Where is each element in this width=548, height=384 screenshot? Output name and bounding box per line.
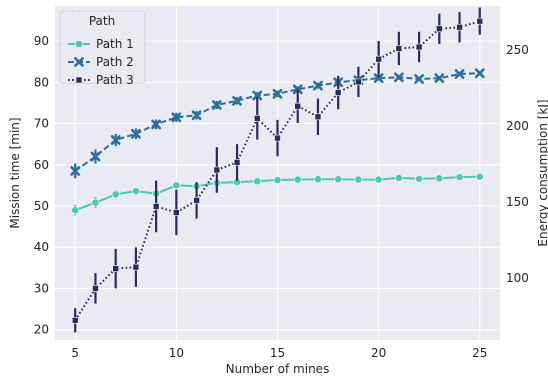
data-point <box>415 43 423 51</box>
data-point <box>456 23 463 31</box>
y2-axis-label: Energy consumption [kJ] <box>536 99 548 246</box>
data-point <box>252 90 263 101</box>
y2-tick-label: 250 <box>506 43 529 57</box>
data-point <box>172 181 181 190</box>
data-point <box>373 73 384 84</box>
data-point <box>395 45 403 52</box>
data-point <box>213 166 221 174</box>
data-point <box>232 95 242 106</box>
x-axis-label: Number of mines <box>226 362 330 376</box>
data-point <box>394 174 403 182</box>
legend: Path Path 1 Path 2 Path 3 <box>59 10 146 87</box>
data-point <box>90 151 101 162</box>
data-point <box>92 285 99 292</box>
x-tick-label: 20 <box>371 346 386 360</box>
legend-marker <box>75 76 83 84</box>
data-point <box>253 115 261 122</box>
y-axis-label: Mission time [min] <box>8 117 22 228</box>
data-point <box>274 134 281 142</box>
data-point <box>436 25 443 33</box>
data-point <box>476 17 484 25</box>
data-point <box>415 174 423 183</box>
series-layer <box>70 7 485 333</box>
data-point <box>71 316 79 324</box>
y-tick-label: 60 <box>34 158 49 172</box>
data-point <box>211 100 222 110</box>
series-3 <box>71 7 484 333</box>
data-point <box>111 190 120 199</box>
series-1 <box>71 172 484 216</box>
data-point <box>314 175 322 184</box>
data-point <box>334 175 343 184</box>
data-point <box>151 119 162 130</box>
x-tick-label: 5 <box>71 346 79 360</box>
data-point <box>454 69 465 79</box>
data-point <box>272 88 283 99</box>
y2-tick-label: 150 <box>506 195 529 209</box>
y-tick-label: 30 <box>34 281 49 295</box>
data-point <box>233 159 241 166</box>
legend-label: Path 3 <box>96 73 134 87</box>
data-point <box>91 198 100 207</box>
data-point <box>455 173 464 182</box>
y-tick-label: 20 <box>34 323 49 337</box>
data-point <box>253 177 262 186</box>
legend-marker <box>74 57 84 67</box>
data-point <box>171 112 182 123</box>
data-point <box>475 172 484 181</box>
data-point <box>293 175 302 184</box>
y-tick-label: 90 <box>34 34 49 48</box>
data-point <box>132 187 140 196</box>
data-point <box>110 135 121 145</box>
series-2 <box>70 68 485 179</box>
data-point <box>354 175 363 184</box>
legend-label: Path 1 <box>96 37 134 51</box>
data-point <box>393 72 404 83</box>
y-tick-label: 70 <box>34 117 49 131</box>
data-point <box>314 113 322 121</box>
y-tick-label: 40 <box>34 240 49 254</box>
x-tick-label: 25 <box>472 346 487 360</box>
data-point <box>112 265 119 272</box>
x-tick-label: 10 <box>169 346 184 360</box>
data-point <box>375 55 382 63</box>
data-point <box>70 166 81 176</box>
y2-tick-label: 200 <box>506 119 529 133</box>
data-point <box>193 197 200 204</box>
data-point <box>191 110 202 121</box>
y2-tick-label: 100 <box>506 271 529 285</box>
legend-marker <box>75 40 83 48</box>
data-point <box>131 128 141 139</box>
data-point <box>273 176 282 184</box>
data-point <box>71 206 80 215</box>
data-point <box>474 68 485 79</box>
x-tick-label: 15 <box>270 346 285 360</box>
data-point <box>435 174 444 183</box>
data-point <box>313 80 323 91</box>
y-tick-label: 50 <box>34 199 49 213</box>
legend-title: Path <box>89 14 115 28</box>
data-point <box>173 209 180 216</box>
axis-ticks: 5 10 15 20 25 20 30 40 50 60 70 80 90 100 150 200 250 <box>34 34 529 360</box>
data-point <box>292 84 303 95</box>
data-point <box>374 175 383 184</box>
data-point <box>132 263 140 271</box>
data-point <box>414 74 424 84</box>
data-point <box>355 78 362 86</box>
data-point <box>434 73 445 84</box>
data-point <box>334 89 342 96</box>
y-tick-label: 80 <box>34 75 49 89</box>
data-point <box>294 102 302 110</box>
legend-label: Path 2 <box>96 55 134 69</box>
data-point <box>152 203 160 210</box>
